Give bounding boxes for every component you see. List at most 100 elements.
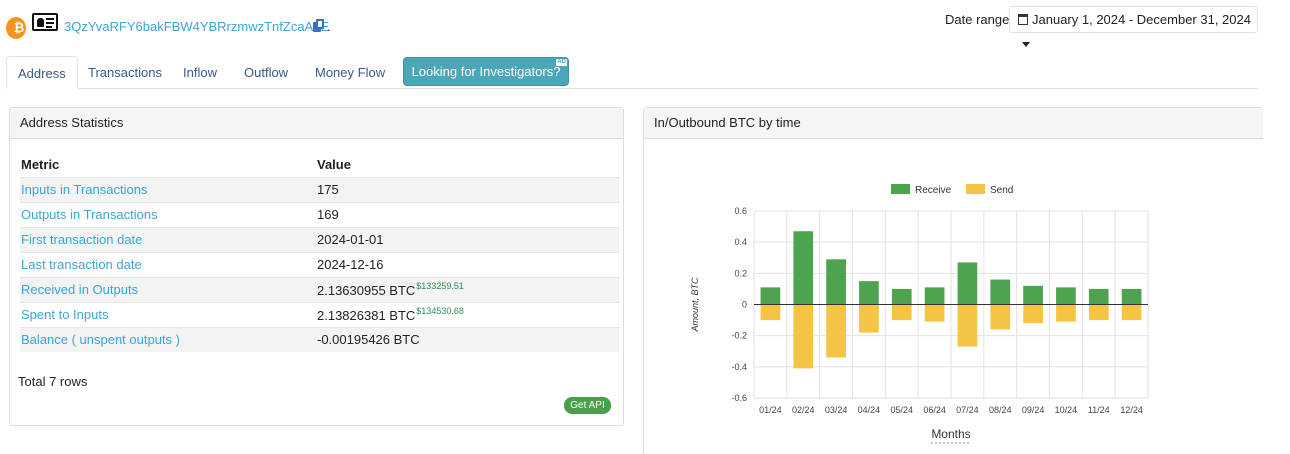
legend-label-receive: Receive: [915, 185, 952, 196]
y-tick-label: 0.6: [734, 206, 747, 216]
chart-panel-title: In/Outbound BTC by time: [644, 108, 1263, 139]
x-tick-label: 03/24: [825, 405, 848, 415]
metric-value: 2024-12-16: [317, 251, 620, 277]
metric-link[interactable]: Spent to Inputs: [20, 301, 317, 327]
usd-value: $134530.68: [416, 306, 464, 316]
address-suffix: .: [327, 19, 331, 34]
metric-link[interactable]: Inputs in Transactions: [20, 176, 317, 202]
table-row: Received in Outputs 2.13630955 BTC$13325…: [20, 276, 620, 302]
x-tick-label: 07/24: [956, 405, 979, 415]
bar-send: [859, 304, 879, 333]
x-tick-label: 06/24: [923, 405, 946, 415]
bar-send: [924, 304, 945, 322]
x-tick-label: 05/24: [890, 405, 913, 415]
table-row: Outputs in Transactions 169: [20, 201, 620, 227]
calendar-icon: [1018, 14, 1028, 25]
metric-value: 2024-01-01: [317, 226, 620, 252]
ad-badge: AD: [556, 59, 567, 66]
tab-money-flow[interactable]: Money Flow: [315, 65, 386, 80]
bar-receive: [1121, 288, 1142, 305]
tab-bar: Address Transactions Inflow Outflow Mone…: [6, 56, 1258, 89]
bar-receive: [859, 281, 879, 305]
legend-swatch-send: [966, 184, 985, 194]
y-tick-label: -0.6: [731, 393, 747, 403]
bar-receive: [760, 287, 781, 305]
bar-receive: [891, 288, 912, 305]
address-statistics-panel: Address Statistics Metric Value Inputs i…: [9, 107, 624, 426]
bar-send: [990, 304, 1011, 330]
investigators-label: Looking for Investigators?: [411, 64, 561, 79]
tab-outflow[interactable]: Outflow: [244, 65, 289, 80]
bitcoin-icon: ₿: [6, 17, 26, 39]
table-row: First transaction date 2024-01-01: [20, 226, 620, 252]
total-rows-text: Total 7 rows: [18, 374, 88, 389]
bar-receive: [793, 231, 814, 305]
inout-bar-chart: 0.6 0.4 0.2 0 -0.2 -0.4 -0.6 01/24 02/24 03/24 04/…: [690, 184, 1149, 444]
metric-link[interactable]: Last transaction date: [20, 251, 317, 277]
bar-receive: [990, 279, 1011, 305]
date-range-picker[interactable]: January 1, 2024 - December 31, 2024: [1009, 6, 1258, 47]
address-hash-link[interactable]: 3QzYvaRFY6bakFBW4YBRrzmwzTnfZcaA6E: [64, 19, 330, 34]
bar-send: [1056, 304, 1076, 322]
metric-value: -0.00195426 BTC: [317, 326, 620, 352]
bar-receive: [1023, 285, 1043, 305]
bar-send: [957, 304, 978, 347]
bar-send: [793, 304, 814, 369]
bar-receive: [1088, 288, 1109, 305]
bar-receive: [1056, 287, 1076, 305]
y-tick-label: 0.2: [734, 268, 747, 278]
x-tick-label: 04/24: [858, 405, 881, 415]
table-row: Inputs in Transactions 175: [20, 176, 620, 202]
table-row: Balance ( unspent outputs ) -0.00195426 …: [20, 326, 620, 352]
caret-down-icon: [1022, 42, 1030, 47]
x-tick-label: 10/24: [1055, 405, 1078, 415]
usd-value: $133259.51: [416, 281, 464, 291]
metric-value: 175: [317, 176, 620, 202]
bar-receive: [924, 287, 945, 305]
metric-link[interactable]: Balance ( unspent outputs ): [20, 326, 317, 352]
bar-send: [760, 304, 781, 321]
metric-value: 2.13630955 BTC$133259.51: [317, 276, 620, 302]
x-tick-label: 01/24: [759, 405, 782, 415]
bar-receive: [957, 262, 978, 305]
address-statistics-title: Address Statistics: [10, 108, 623, 139]
x-tick-label: 11/24: [1088, 405, 1110, 415]
table-row: Spent to Inputs 2.13826381 BTC$134530.68: [20, 301, 620, 327]
address-card-icon: [32, 13, 58, 31]
x-tick-label: 02/24: [792, 405, 815, 415]
bar-send: [1121, 304, 1142, 321]
metric-link[interactable]: Outputs in Transactions: [20, 201, 317, 227]
x-tick-label: 12/24: [1120, 405, 1143, 415]
top-bar: ₿ 3QzYvaRFY6bakFBW4YBRrzmwzTnfZcaA6E . D…: [0, 0, 1290, 50]
y-tick-label: 0.4: [734, 237, 747, 247]
inout-chart-panel: In/Outbound BTC by time 0.6 0.4 0.2 0 -0.2 -0…: [643, 107, 1263, 454]
metric-link[interactable]: Received in Outputs: [20, 276, 317, 302]
tab-address[interactable]: Address: [6, 56, 78, 89]
bar-receive: [826, 259, 846, 305]
y-axis-title: Amount, BTC: [690, 277, 700, 333]
y-tick-label: -0.2: [731, 331, 747, 341]
bar-send: [826, 304, 846, 358]
get-api-button[interactable]: Get API: [564, 397, 611, 414]
bar-send: [1088, 304, 1109, 321]
column-header-metric: Metric: [21, 157, 60, 173]
metric-value: 169: [317, 201, 620, 227]
date-range-label: Date range: [945, 12, 1010, 27]
tab-inflow[interactable]: Inflow: [183, 65, 217, 80]
legend-swatch-receive: [891, 184, 910, 194]
copy-icon[interactable]: [313, 19, 325, 32]
x-tick-label: 08/24: [989, 405, 1012, 415]
statistics-table: Metric Value Inputs in Transactions 175 …: [20, 153, 620, 352]
looking-for-investigators-button[interactable]: Looking for Investigators? AD: [403, 57, 569, 86]
y-tick-label: 0: [742, 300, 747, 310]
bar-send: [1023, 304, 1043, 324]
metric-value: 2.13826381 BTC$134530.68: [317, 301, 620, 327]
y-tick-label: -0.4: [731, 362, 747, 372]
legend-label-send: Send: [990, 185, 1013, 196]
x-axis-title: Months: [931, 427, 970, 441]
date-range-value: January 1, 2024 - December 31, 2024: [1032, 12, 1251, 27]
tab-transactions[interactable]: Transactions: [88, 65, 162, 80]
metric-link[interactable]: First transaction date: [20, 226, 317, 252]
column-header-value: Value: [317, 157, 351, 173]
table-row: Last transaction date 2024-12-16: [20, 251, 620, 277]
